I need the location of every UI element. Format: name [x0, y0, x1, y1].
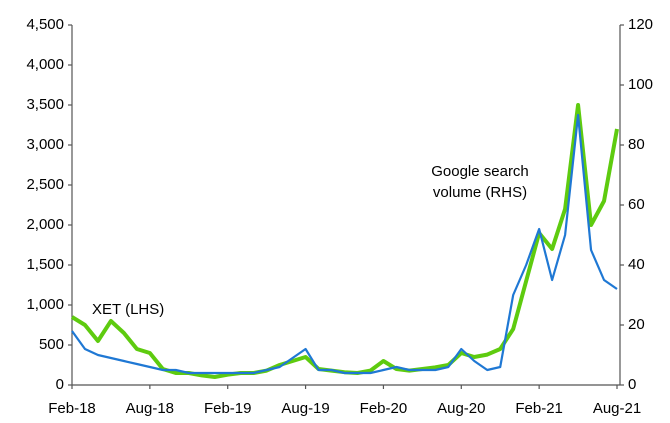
y2-tick-label: 80: [628, 136, 645, 153]
y-tick-label: 1,000: [26, 296, 64, 313]
x-tick-label: Aug-20: [437, 400, 485, 417]
annotation: volume (RHS): [433, 184, 527, 201]
y2-tick-label: 60: [628, 196, 645, 213]
x-tick-label: Feb-19: [204, 400, 252, 417]
y2-tick-label: 100: [628, 76, 653, 93]
x-tick-label: Aug-19: [281, 400, 329, 417]
y-tick-label: 4,000: [26, 56, 64, 73]
y-tick-label: 2,000: [26, 216, 64, 233]
y-tick-label: 500: [39, 336, 64, 353]
x-tick-label: Aug-18: [126, 400, 174, 417]
y-tick-label: 2,500: [26, 176, 64, 193]
y2-tick-label: 120: [628, 16, 653, 33]
annotation: Google search: [431, 163, 529, 180]
y2-tick-label: 20: [628, 316, 645, 333]
y-tick-label: 3,000: [26, 136, 64, 153]
x-tick-label: Feb-20: [360, 400, 408, 417]
y-tick-label: 1,500: [26, 256, 64, 273]
x-tick-label: Feb-18: [48, 400, 96, 417]
y2-tick-label: 40: [628, 256, 645, 273]
y-tick-label: 0: [56, 376, 64, 393]
annotation: XET (LHS): [92, 301, 164, 318]
line-series: [71, 113, 618, 375]
x-tick-label: Feb-21: [515, 400, 563, 417]
x-tick-label: Aug-21: [593, 400, 641, 417]
y-tick-label: 3,500: [26, 96, 64, 113]
y2-tick-label: 0: [628, 376, 636, 393]
y-tick-label: 4,500: [26, 16, 64, 33]
